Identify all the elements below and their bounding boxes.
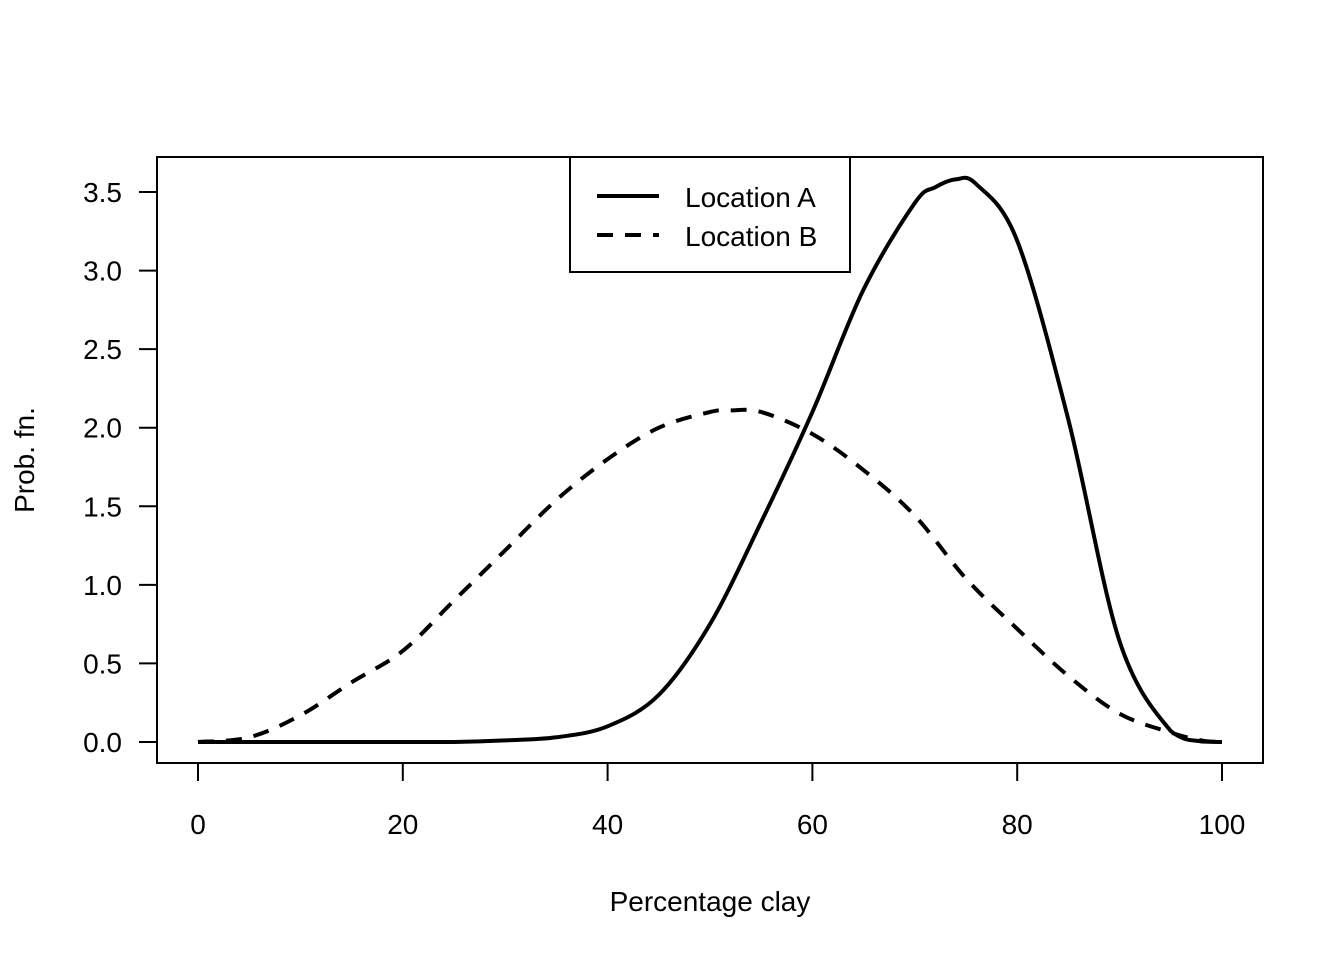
y-tick-label: 3.0 [83,256,122,287]
y-axis-label: Prob. fn. [9,407,40,513]
series-line-location-b [197,407,1223,744]
y-tick-label: 2.0 [83,413,122,444]
legend-label-location-b: Location B [685,221,817,252]
y-tick-label: 0.5 [83,648,122,679]
x-tick-label: 20 [387,809,418,840]
x-tick-label: 60 [797,809,828,840]
series-layer [197,175,1223,744]
y-axis: 0.0 0.5 1.0 1.5 2.0 2.5 3.0 3.5 [83,177,158,758]
x-tick-label: 80 [1002,809,1033,840]
y-tick-label: 1.5 [83,491,122,522]
y-tick-label: 3.5 [83,177,122,208]
y-tick-label: 1.0 [83,570,122,601]
x-tick-label: 100 [1199,809,1246,840]
x-axis: 0 20 40 60 80 100 [190,762,1246,840]
legend-box [569,156,851,273]
x-tick-label: 40 [592,809,623,840]
x-axis-label: Percentage clay [610,886,811,917]
series-line-location-a [197,175,1223,744]
legend-label-location-a: Location A [685,182,816,213]
x-tick-label: 0 [190,809,206,840]
y-tick-label: 2.5 [83,334,122,365]
y-tick-label: 0.0 [83,727,122,758]
legend: Location A Location B [569,156,851,273]
